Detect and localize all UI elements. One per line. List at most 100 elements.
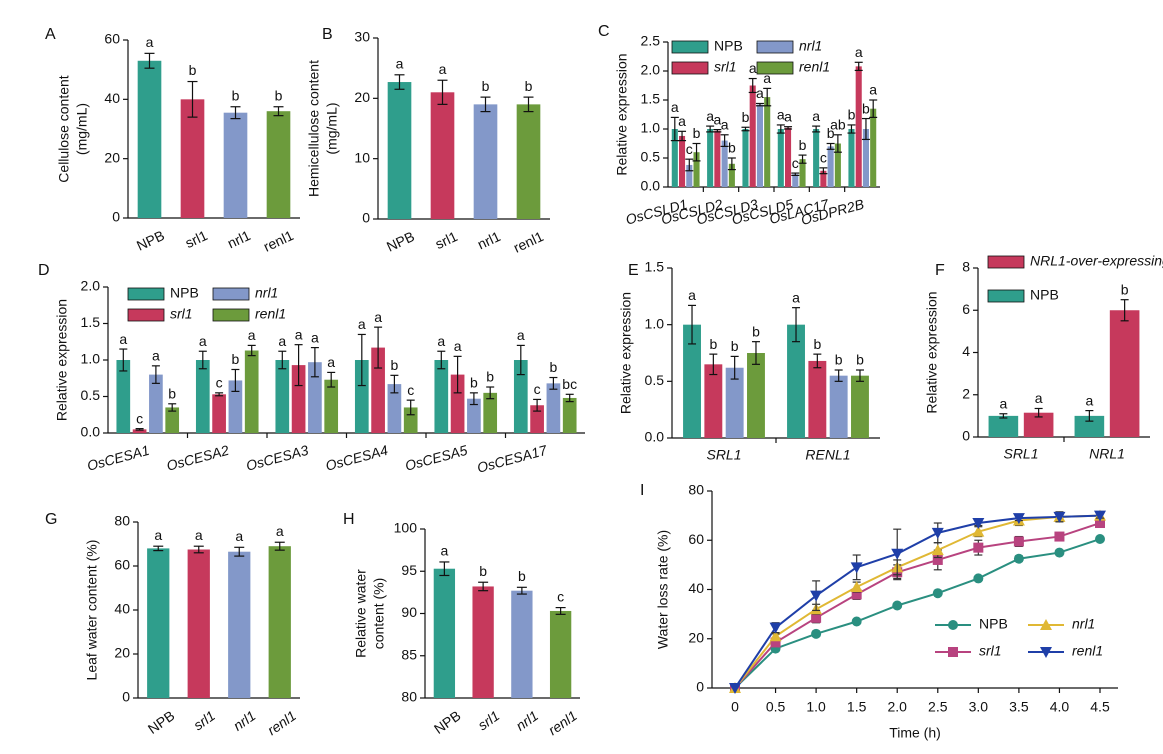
- point: [769, 630, 782, 642]
- line: [734, 522, 1101, 689]
- point: [1013, 553, 1024, 564]
- significance-letter: b: [479, 563, 487, 579]
- legend-label: NPB: [979, 616, 1008, 632]
- point: [851, 589, 862, 600]
- legend-label: renl1: [799, 59, 830, 75]
- legend-label: NPB: [170, 285, 199, 301]
- significance-letter: b: [835, 352, 843, 368]
- bar: [147, 548, 170, 698]
- y-axis-label: Cellulose content: [56, 75, 72, 183]
- legend-swatch: [212, 308, 250, 322]
- bar: [212, 394, 226, 433]
- x-tick-label: OsCESA2: [165, 442, 231, 474]
- bar: [324, 379, 339, 433]
- significance-letter: c: [792, 155, 799, 171]
- bar: [483, 392, 498, 433]
- point: [891, 548, 904, 560]
- point: [850, 562, 863, 574]
- x-tick-label: NPB: [384, 228, 417, 255]
- legend-swatch: [987, 255, 1025, 269]
- bar: [707, 129, 714, 187]
- bar: [562, 397, 577, 433]
- bar: [714, 130, 721, 187]
- significance-letter: b: [232, 351, 240, 367]
- legend-swatch: [127, 287, 165, 301]
- y-axis-label: Hemicellulose content: [306, 60, 322, 197]
- bar: [387, 384, 402, 433]
- y-tick-label: 0.0: [81, 424, 101, 440]
- point: [931, 527, 944, 539]
- y-tick-label: 8: [962, 259, 970, 275]
- legend-label: nrl1: [799, 38, 822, 54]
- significance-letter: c: [407, 382, 414, 398]
- bar: [180, 99, 205, 218]
- y-axis-label: Relative water: [353, 569, 369, 658]
- significance-letter: c: [820, 150, 827, 166]
- x-tick-label: 4.0: [1050, 699, 1070, 715]
- significance-letter: b: [391, 357, 399, 373]
- x-tick-label: 3.0: [969, 699, 989, 715]
- x-tick-label: nrl1: [230, 707, 258, 734]
- bar: [988, 415, 1019, 437]
- y-tick-label: 1.5: [641, 91, 661, 107]
- significance-letter: b: [827, 125, 835, 141]
- y-tick-label: 0.5: [641, 149, 661, 165]
- bar: [799, 159, 806, 187]
- y-axis-label: Relative expression: [614, 53, 630, 175]
- bar: [725, 367, 744, 438]
- legend-label: srl1: [979, 643, 1002, 659]
- point: [1012, 513, 1025, 525]
- bar: [371, 347, 385, 433]
- legend-swatch: [671, 61, 709, 75]
- y-axis-label: Relative expression: [54, 299, 70, 421]
- bar: [513, 360, 528, 433]
- x-tick-label: nrl1: [475, 228, 503, 252]
- bar: [228, 380, 243, 433]
- significance-letter: c: [136, 410, 143, 426]
- bar: [195, 360, 210, 433]
- bar: [546, 383, 561, 433]
- x-tick-label: OsCESA5: [403, 442, 469, 474]
- bar: [851, 375, 869, 438]
- point: [973, 542, 984, 553]
- bar: [387, 82, 412, 219]
- bar: [473, 104, 498, 219]
- bar: [671, 129, 678, 187]
- y-tick-label: 85: [401, 646, 417, 662]
- panel: I 0 20 40 60 80 Water loss rate (%) 0 0.5 1.0 1.5 2…: [640, 482, 1118, 741]
- point: [1054, 547, 1065, 558]
- point: [932, 588, 943, 599]
- y-tick-label: 20: [688, 629, 704, 645]
- y-tick-label: 80: [688, 482, 704, 498]
- significance-letter: b: [470, 375, 478, 391]
- panel-label: B: [322, 26, 333, 43]
- bar: [467, 398, 481, 433]
- significance-letter: b: [709, 336, 717, 352]
- y-axis-label: Leaf water content (%): [84, 540, 100, 681]
- bar: [827, 146, 834, 187]
- x-tick-label: srl1: [190, 707, 218, 733]
- significance-letter: b: [848, 107, 856, 123]
- x-tick-label: srl1: [183, 227, 210, 251]
- x-tick-label: NPB: [145, 707, 178, 737]
- panel-label: E: [628, 262, 639, 279]
- bar: [756, 104, 763, 187]
- significance-letter: a: [713, 111, 721, 127]
- bar: [1074, 415, 1105, 437]
- x-tick-label: 1.5: [847, 699, 867, 715]
- legend-label: nrl1: [1072, 616, 1095, 632]
- significance-letter: a: [812, 108, 820, 124]
- line: [734, 514, 1101, 689]
- point: [931, 544, 944, 556]
- y-tick-label: 60: [114, 557, 130, 573]
- bar: [870, 108, 877, 187]
- y-tick-label: 0.0: [641, 178, 661, 194]
- x-tick-label: srl1: [475, 707, 503, 733]
- bar: [787, 324, 805, 438]
- point: [1053, 511, 1066, 523]
- significance-letter: a: [1085, 392, 1093, 408]
- point: [851, 616, 862, 627]
- legend-swatch: [756, 40, 794, 54]
- significance-letter: a: [295, 326, 303, 342]
